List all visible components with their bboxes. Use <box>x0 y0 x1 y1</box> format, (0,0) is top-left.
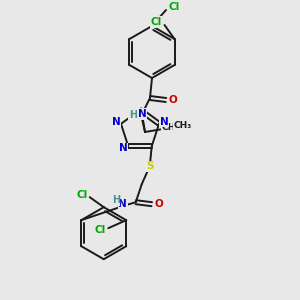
Text: CH₃: CH₃ <box>174 121 192 130</box>
Text: N: N <box>118 199 127 209</box>
Text: CH₃: CH₃ <box>162 124 180 133</box>
Text: N: N <box>119 143 128 153</box>
Text: H: H <box>129 110 137 120</box>
Text: N: N <box>112 117 120 127</box>
Text: S: S <box>146 161 154 171</box>
Text: Cl: Cl <box>168 2 180 12</box>
Text: O: O <box>169 95 177 105</box>
Text: N: N <box>160 117 168 127</box>
Text: N: N <box>138 109 146 119</box>
Text: O: O <box>154 199 163 209</box>
Text: Cl: Cl <box>94 225 106 235</box>
Text: Cl: Cl <box>76 190 87 200</box>
Text: Cl: Cl <box>151 17 162 27</box>
Text: H: H <box>112 195 120 205</box>
